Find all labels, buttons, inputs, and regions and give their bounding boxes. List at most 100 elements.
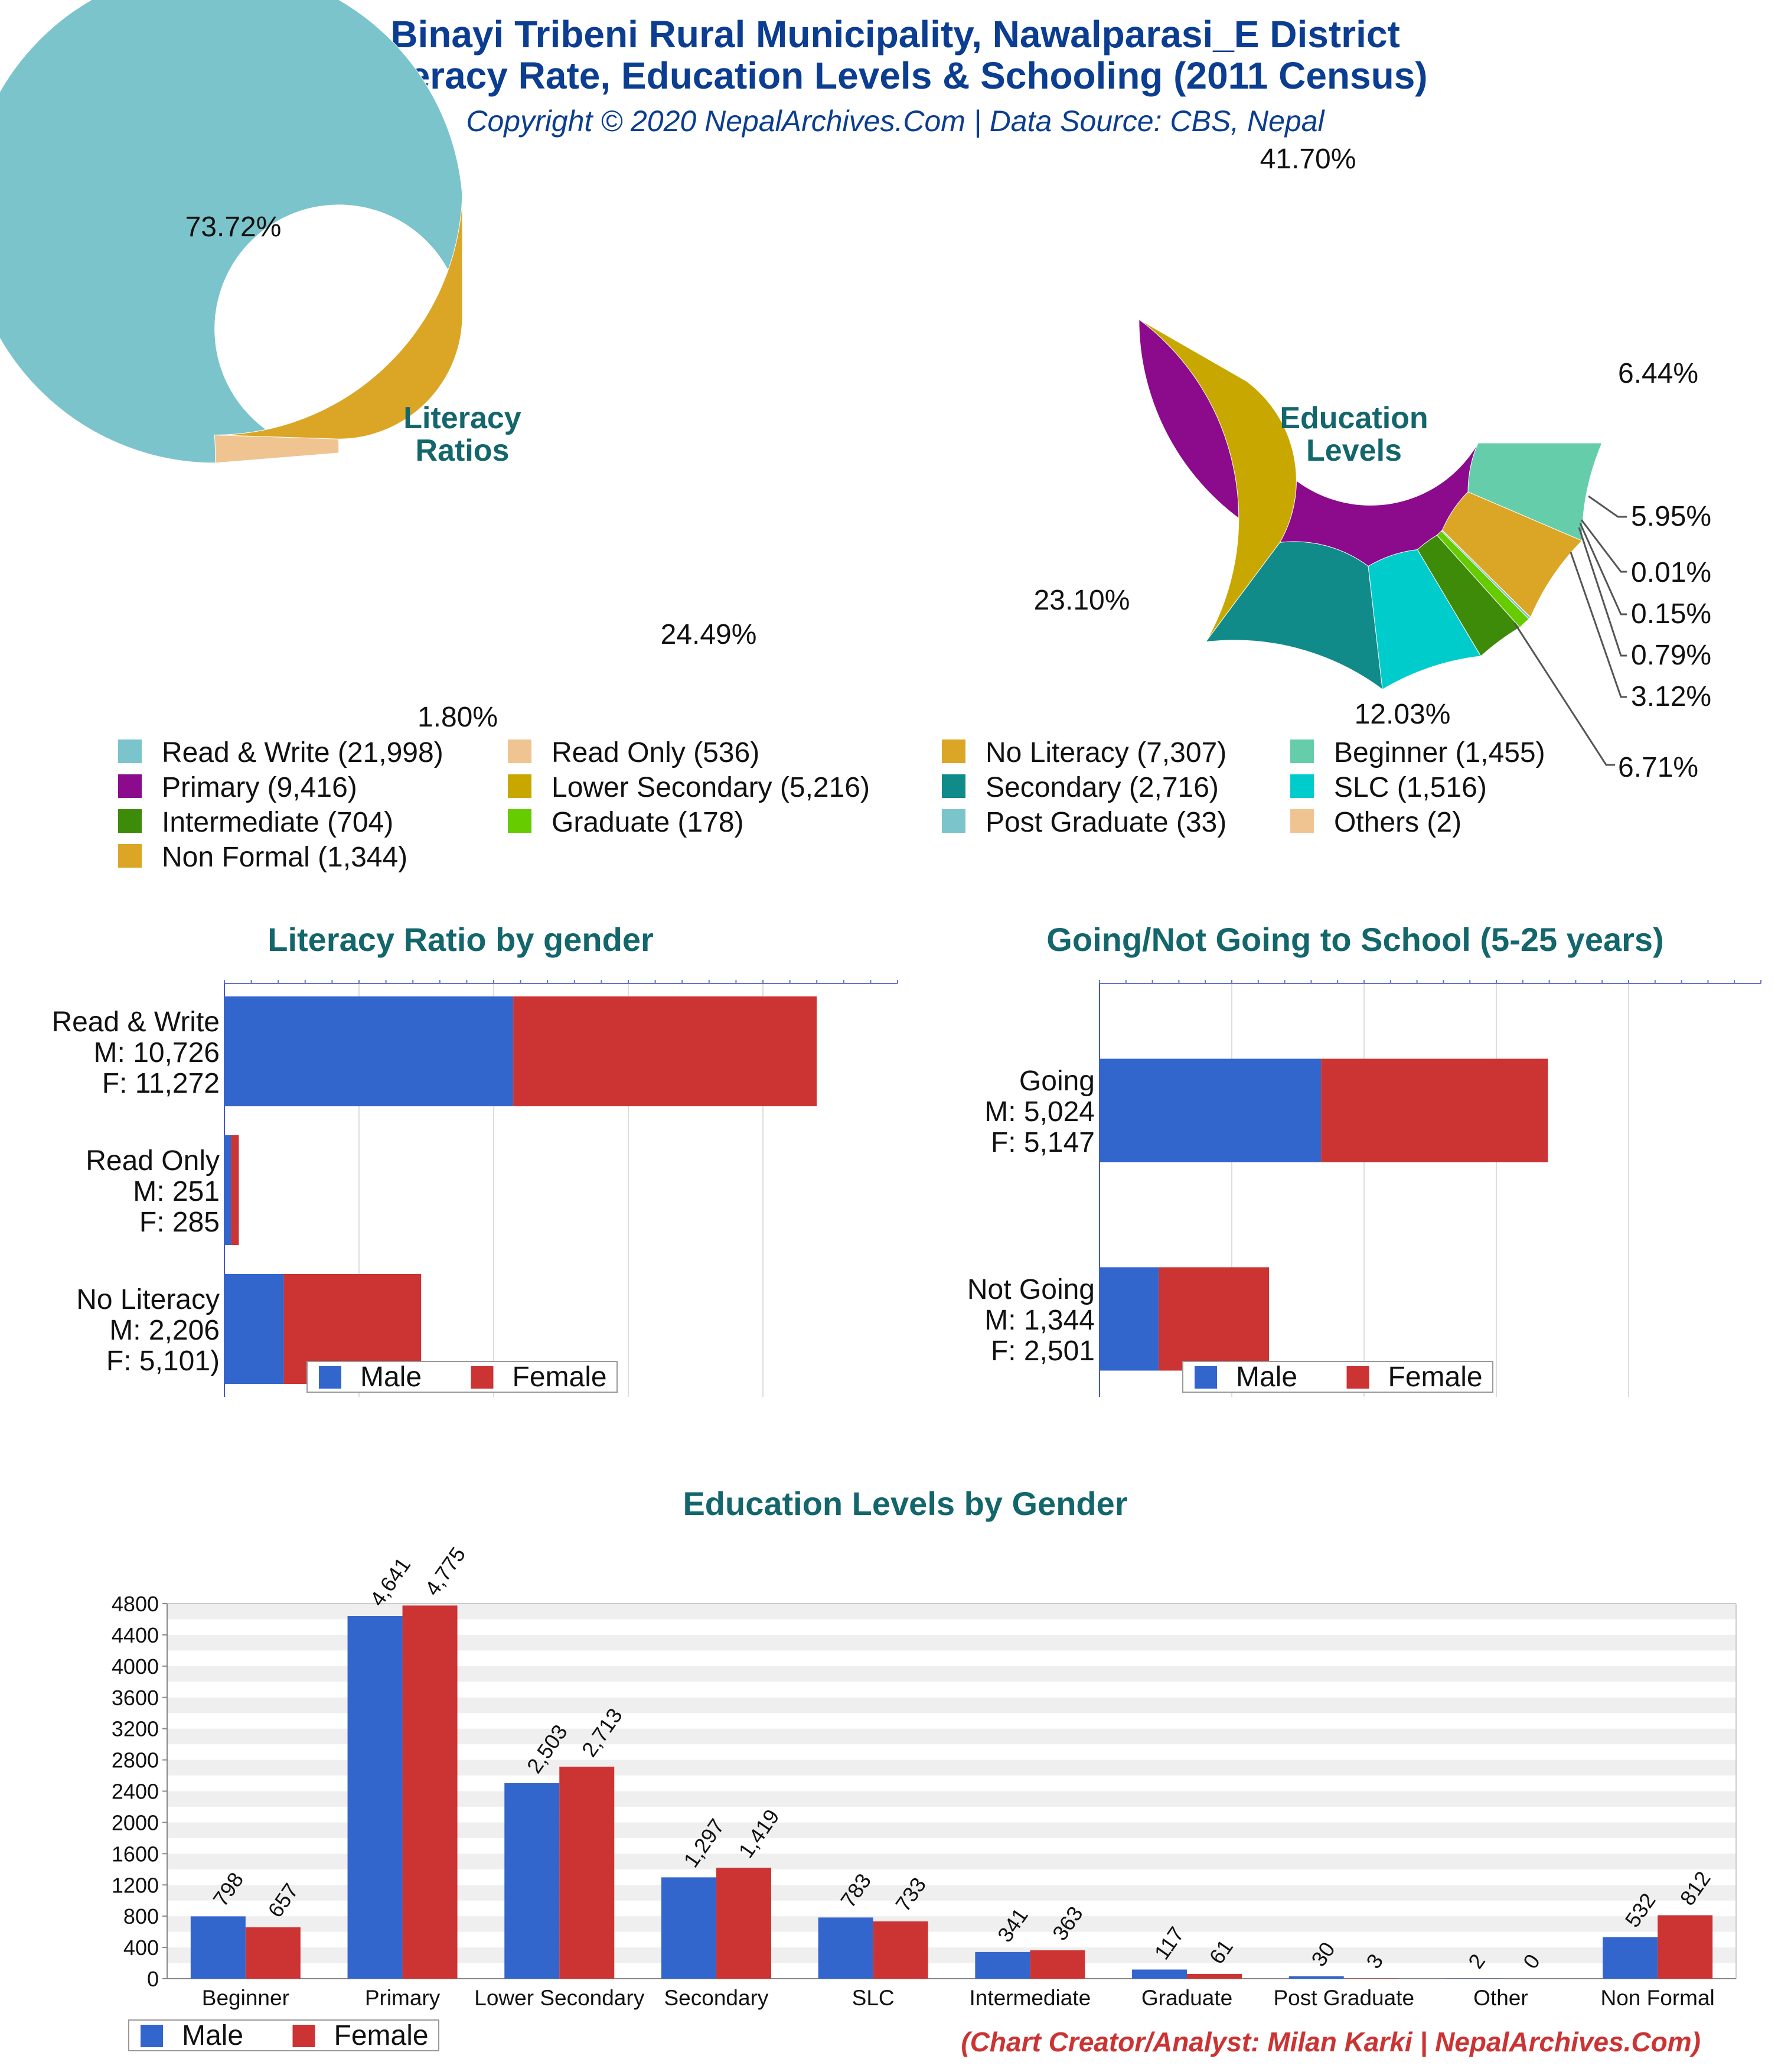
- education-pct-label-others: 0.01%: [1631, 557, 1711, 588]
- legend-swatch: [942, 739, 965, 763]
- school-going-bar-male-going: [1100, 1058, 1322, 1162]
- bar-male-slc: [818, 1917, 873, 1979]
- education-by-gender-legend: Male Female: [128, 2019, 439, 2051]
- category-label-line: Not Going: [967, 1274, 1095, 1305]
- slice-secondary: [1205, 541, 1383, 690]
- category-label-line: F: 2,501: [991, 1335, 1095, 1367]
- legend-label-female: Female: [1388, 1361, 1483, 1393]
- pie-legend: Read & Write (21,998) Read Only (536) No L…: [118, 737, 1545, 873]
- education-by-gender-title: Education Levels by Gender: [683, 1485, 1127, 1522]
- category-label-line: F: 11,272: [102, 1068, 220, 1099]
- education-pct-label-beginner: 6.44%: [1618, 358, 1698, 389]
- literacy-by-gender-legend: Male Female: [306, 1361, 618, 1393]
- legend-label: Graduate (178): [552, 807, 744, 838]
- school-going-bar-male-not-going: [1100, 1267, 1159, 1371]
- main-title-line1: Binayi Tribeni Rural Municipality, Nawal…: [390, 13, 1400, 56]
- category-label-line: Going: [1019, 1066, 1095, 1097]
- bar-male-lower-secondary: [504, 1783, 560, 1979]
- legend-label-male: Male: [1236, 1361, 1297, 1393]
- y-tick-label: 0: [147, 1967, 159, 1991]
- pie-legend-item-read-write-21-998: Read & Write (21,998): [118, 737, 443, 768]
- literacy-by-gender-bar-female-read-only: [231, 1135, 239, 1245]
- slice-read-write: [0, 0, 463, 464]
- pie-legend-item-post-graduate-33: Post Graduate (33): [942, 807, 1226, 838]
- x-category-label-post-graduate: Post Graduate: [1273, 1986, 1414, 2010]
- literacy-donut-center-label-line2: Ratios: [416, 434, 510, 468]
- legend-label: Read & Write (21,998): [162, 737, 443, 768]
- bar-male-post-graduate: [1288, 1976, 1344, 1979]
- x-category-label-slc: SLC: [852, 1986, 895, 2010]
- legend-label: Intermediate (704): [162, 807, 393, 838]
- pie-legend-item-no-literacy-7-307: No Literacy (7,307): [942, 737, 1226, 768]
- y-tick-label: 4400: [112, 1623, 159, 1647]
- legend-swatch: [508, 809, 531, 833]
- education-pct-leader-lines: [1513, 495, 1627, 766]
- education-donut-chart: [1138, 318, 1603, 690]
- category-label-line: M: 10,726: [94, 1037, 220, 1068]
- legend-label: Post Graduate (33): [986, 807, 1226, 838]
- legend-swatch: [1290, 774, 1314, 798]
- x-category-label-intermediate: Intermediate: [970, 1986, 1091, 2010]
- education-pct-label-lower-secondary: 23.10%: [1034, 585, 1130, 616]
- category-label-line: M: 1,344: [984, 1305, 1095, 1336]
- slice-read-only: [214, 434, 340, 464]
- legend-swatch-male: [141, 2025, 163, 2047]
- pie-legend-item-slc-1-516: SLC (1,516): [1290, 772, 1487, 803]
- legend-label: Primary (9,416): [162, 772, 357, 803]
- legend-box: [128, 2019, 439, 2051]
- bar-female-graduate: [1187, 1973, 1242, 1979]
- legend-label-female: Female: [334, 2020, 429, 2051]
- bar-male-graduate: [1132, 1969, 1188, 1979]
- x-category-label-lower-secondary: Lower Secondary: [474, 1986, 644, 2010]
- bar-female-slc: [873, 1921, 928, 1979]
- category-label-line: No Literacy: [76, 1284, 220, 1315]
- legend-label: No Literacy (7,307): [986, 737, 1226, 768]
- literacy-pct-label-read-only: 1.80%: [417, 702, 498, 733]
- legend-swatch-male: [1195, 1366, 1217, 1389]
- slice-beginner: [1467, 442, 1603, 542]
- bar-female-intermediate: [1030, 1950, 1085, 1979]
- legend-box: [1182, 1361, 1493, 1393]
- category-label-line: M: 5,024: [984, 1096, 1095, 1128]
- legend-swatch: [118, 844, 142, 868]
- literacy-by-gender-bar-male-no-literacy: [224, 1274, 284, 1384]
- education-by-gender-chart: 0 400 800 1200 1600 2000 2400 2800 3200 3600 4000 4…: [112, 1543, 1737, 2051]
- literacy-by-gender-bar-female-read-write: [513, 996, 817, 1106]
- literacy-pct-label-read-write: 73.72%: [185, 211, 282, 243]
- y-tick-label: 2400: [112, 1780, 159, 1804]
- x-category-label-primary: Primary: [365, 1986, 441, 2010]
- school-going-bar-female-going: [1321, 1058, 1548, 1162]
- y-tick-label: 4000: [112, 1654, 159, 1679]
- pie-legend-item-graduate-178: Graduate (178): [508, 807, 744, 838]
- y-tick-label: 2800: [112, 1748, 159, 1773]
- education-pct-label-graduate: 0.79%: [1631, 640, 1711, 671]
- legend-label: Read Only (536): [552, 737, 759, 768]
- literacy-pct-label-no-literacy: 24.49%: [661, 619, 757, 650]
- legend-label-female: Female: [513, 1361, 607, 1393]
- legend-swatch: [508, 739, 531, 763]
- pie-legend-item-read-only-536: Read Only (536): [508, 737, 759, 768]
- slice-lower-secondary: [1138, 319, 1297, 642]
- y-tick-label: 4800: [112, 1592, 159, 1616]
- pie-legend-item-primary-9-416: Primary (9,416): [118, 772, 357, 803]
- y-tick-label: 3200: [112, 1717, 159, 1741]
- legend-label: SLC (1,516): [1334, 772, 1487, 803]
- legend-label-male: Male: [360, 1361, 422, 1393]
- legend-swatch: [508, 774, 531, 798]
- category-label-line: F: 285: [139, 1207, 220, 1238]
- education-pct-label-primary: 41.70%: [1260, 144, 1356, 175]
- category-label-line: M: 251: [133, 1176, 220, 1207]
- bar-female-primary: [402, 1605, 458, 1979]
- slice-no-literacy: [214, 194, 463, 439]
- credit-line: (Chart Creator/Analyst: Milan Karki | Ne…: [961, 2027, 1701, 2057]
- school-going-legend: Male Female: [1182, 1361, 1493, 1393]
- y-tick-label: 400: [123, 1936, 159, 1960]
- legend-label: Others (2): [1334, 807, 1461, 838]
- y-tick-label: 3600: [112, 1686, 159, 1710]
- bar-male-non-formal: [1603, 1937, 1658, 1979]
